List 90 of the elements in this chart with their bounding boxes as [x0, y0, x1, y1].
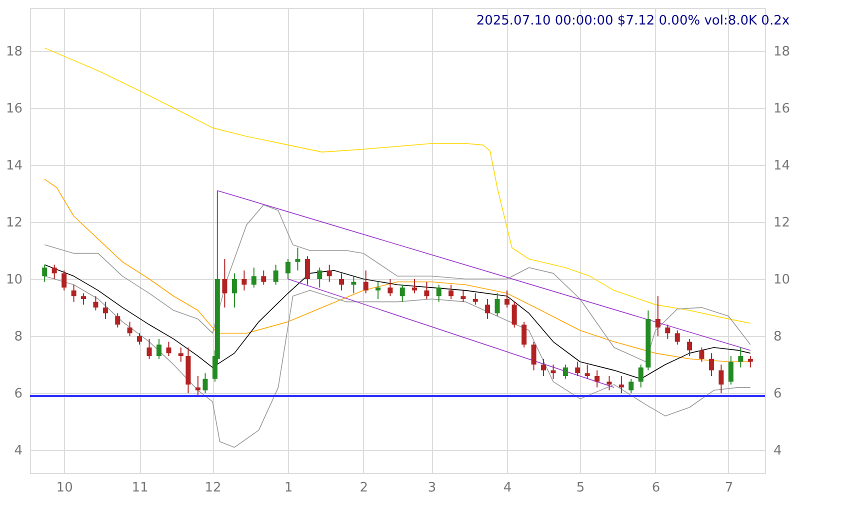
candlestick: [222, 258, 228, 308]
candlestick: [137, 332, 142, 346]
candlestick: [618, 376, 624, 394]
candlestick: [494, 292, 500, 317]
candlestick: [512, 301, 517, 328]
line-series: [44, 48, 751, 324]
x-tick-label: 3: [428, 480, 436, 496]
candlestick: [531, 341, 536, 371]
candlestick: [339, 272, 344, 291]
candlestick: [575, 361, 580, 377]
candlestick: [687, 338, 692, 357]
y2-tick-label: 16: [774, 101, 790, 116]
candlestick: [62, 270, 67, 291]
y-tick-label: 16: [6, 101, 22, 116]
candlestick: [541, 358, 546, 377]
y-tick-label: 10: [6, 272, 22, 288]
candlestick: [251, 267, 256, 288]
candlestick: [127, 321, 132, 337]
candlestick: [102, 301, 108, 320]
x-tick-label: 6: [652, 480, 660, 496]
candlestick: [665, 324, 670, 340]
y2-tick-label: 8: [774, 330, 782, 345]
candlestick: [424, 281, 430, 300]
candlestick: [412, 278, 418, 294]
y-tick-label: 14: [6, 158, 22, 174]
y2-tick-label: 12: [774, 215, 790, 230]
candlestick: [562, 364, 568, 380]
y2-tick-label: 4: [774, 444, 782, 459]
x-tick-label: 10: [56, 480, 73, 496]
candlestick: [166, 341, 172, 357]
candlestick: [202, 372, 208, 394]
candlestick: [273, 264, 278, 286]
candlestick: [115, 312, 120, 328]
candlestick: [699, 346, 704, 362]
x-tick-label: 2: [360, 480, 368, 496]
candlestick: [261, 270, 266, 286]
candlestick: [606, 376, 612, 391]
candlestick: [178, 346, 184, 362]
candlestick: [718, 364, 724, 394]
candlestick: [472, 292, 478, 306]
candlestick: [42, 264, 48, 282]
candlestick: [485, 298, 490, 320]
candlestick: [304, 256, 310, 286]
candlestick: [628, 378, 634, 394]
candlestick: [388, 278, 393, 297]
candlestick: [400, 284, 405, 302]
candlestick: [285, 258, 290, 280]
chart-title: 2025.07.10 00:00:00 $7.12 0.00% vol:8.0K 0.2x: [476, 13, 790, 28]
candlestick: [448, 284, 454, 300]
candlestick: [93, 296, 98, 311]
candlestick: [146, 338, 152, 360]
candlestick: [195, 376, 200, 396]
x-tick-label: 12: [204, 480, 222, 496]
candlestick: [674, 330, 680, 346]
candlestick: [584, 364, 590, 380]
x-tick-label: 5: [576, 480, 585, 496]
candlestick: [522, 321, 527, 348]
candlestick: [460, 290, 466, 302]
candlestick: [504, 290, 510, 308]
y-tick-label: 12: [6, 215, 22, 230]
y2-tick-label: 14: [774, 158, 790, 174]
x-tick-label: 4: [503, 480, 512, 496]
candlestick: [326, 264, 332, 282]
candlestick: [655, 296, 660, 337]
y2-tick-label: 18: [774, 44, 790, 60]
y2-tick-label: 10: [774, 272, 790, 288]
candlestick: [638, 364, 644, 388]
candlestick: [242, 270, 247, 291]
y2-tick-label: 6: [774, 386, 782, 402]
candlestick: [232, 272, 237, 308]
candlestick: [436, 284, 442, 302]
candlestick: [52, 264, 57, 280]
y-tick-label: 6: [14, 386, 22, 402]
candlestick: [317, 267, 322, 288]
candlestick: [363, 270, 368, 294]
y-tick-label: 18: [6, 44, 22, 60]
candlestick: [728, 356, 734, 386]
candlestick: [738, 346, 744, 368]
candlestick: [594, 370, 600, 388]
candlestick: [708, 352, 714, 377]
candlestick: [295, 247, 300, 271]
candlestick: [71, 284, 76, 302]
candlestick: [156, 338, 162, 360]
candlestick: [376, 281, 381, 300]
y-tick-label: 4: [14, 444, 22, 459]
x-tick-label: 11: [132, 480, 148, 496]
y-tick-label: 8: [14, 330, 22, 345]
x-tick-label: 1: [284, 480, 293, 496]
x-tick-label: 7: [724, 480, 734, 496]
candlestick: [81, 292, 86, 306]
